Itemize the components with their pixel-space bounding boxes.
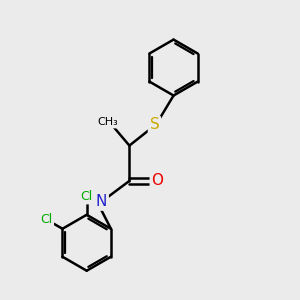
Text: S: S bbox=[149, 118, 159, 133]
Text: CH₃: CH₃ bbox=[97, 117, 118, 127]
Text: Cl: Cl bbox=[40, 213, 52, 226]
Text: Cl: Cl bbox=[81, 190, 93, 203]
Text: O: O bbox=[152, 173, 164, 188]
Text: N: N bbox=[96, 194, 107, 209]
Text: H: H bbox=[84, 190, 94, 203]
